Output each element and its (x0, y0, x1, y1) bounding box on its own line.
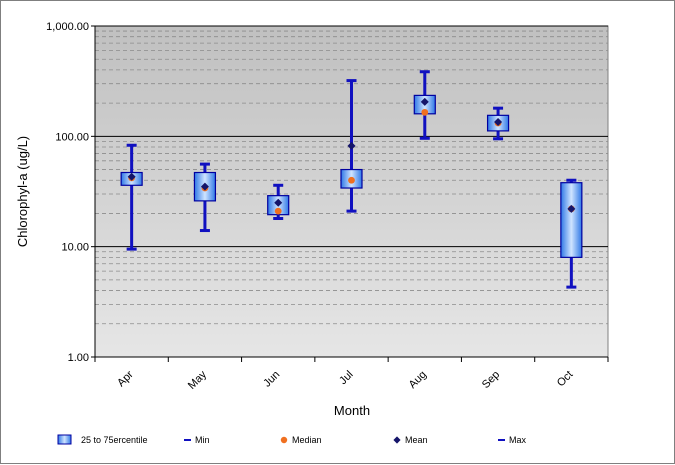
mean-marker (127, 172, 136, 181)
y-tick-label: 100.00 (55, 131, 89, 143)
legend-diamond-swatch (393, 436, 401, 444)
legend-label: Min (195, 435, 210, 445)
x-tick-label: Jun (261, 369, 282, 390)
x-axis-ticks: Apr May Jun Jul Aug Sep Oct (94, 357, 609, 392)
box-group-oct (560, 178, 583, 289)
mean-marker (200, 182, 209, 191)
legend-label: 25 to 75ercentile (81, 435, 148, 445)
y-axis-title: Chlorophyl-a (ug/L) (15, 136, 30, 247)
box-group-aug (413, 70, 436, 140)
mean-marker (494, 117, 503, 126)
legend: 25 to 75ercentile Min Median Mean Max (57, 434, 527, 445)
y-axis-ticks: 1,000.00 100.00 10.00 1.00 (46, 21, 95, 364)
x-tick-label: Oct (555, 369, 576, 390)
box-group-sep (486, 106, 510, 141)
x-tick-label: Sep (480, 369, 502, 391)
x-tick-label: May (186, 368, 210, 392)
box-25-75 (560, 182, 583, 258)
legend-circle-swatch (280, 436, 288, 444)
y-tick-label: 1.00 (68, 352, 89, 364)
y-tick-label: 1,000.00 (46, 21, 89, 33)
box-group-jun (267, 183, 290, 221)
x-tick-label: Apr (115, 368, 136, 389)
box-group-apr (120, 143, 143, 251)
box-group-may (193, 162, 217, 233)
median-marker (348, 176, 355, 184)
chart-marks (120, 70, 583, 289)
mean-marker (420, 97, 429, 106)
legend-label: Median (292, 435, 322, 445)
legend-label: Mean (405, 435, 428, 445)
mean-marker (567, 204, 576, 213)
x-tick-label: Aug (407, 369, 429, 391)
box-group-jul (340, 79, 363, 213)
x-tick-label: Jul (337, 369, 355, 387)
legend-label: Max (509, 435, 527, 445)
median-marker (421, 108, 429, 116)
legend-box-swatch (57, 434, 72, 445)
x-axis-title: Month (334, 403, 370, 418)
mean-marker (274, 198, 283, 207)
y-tick-label: 10.00 (61, 242, 89, 254)
mean-marker (347, 141, 356, 150)
gridlines (94, 25, 608, 358)
median-marker (274, 207, 282, 215)
